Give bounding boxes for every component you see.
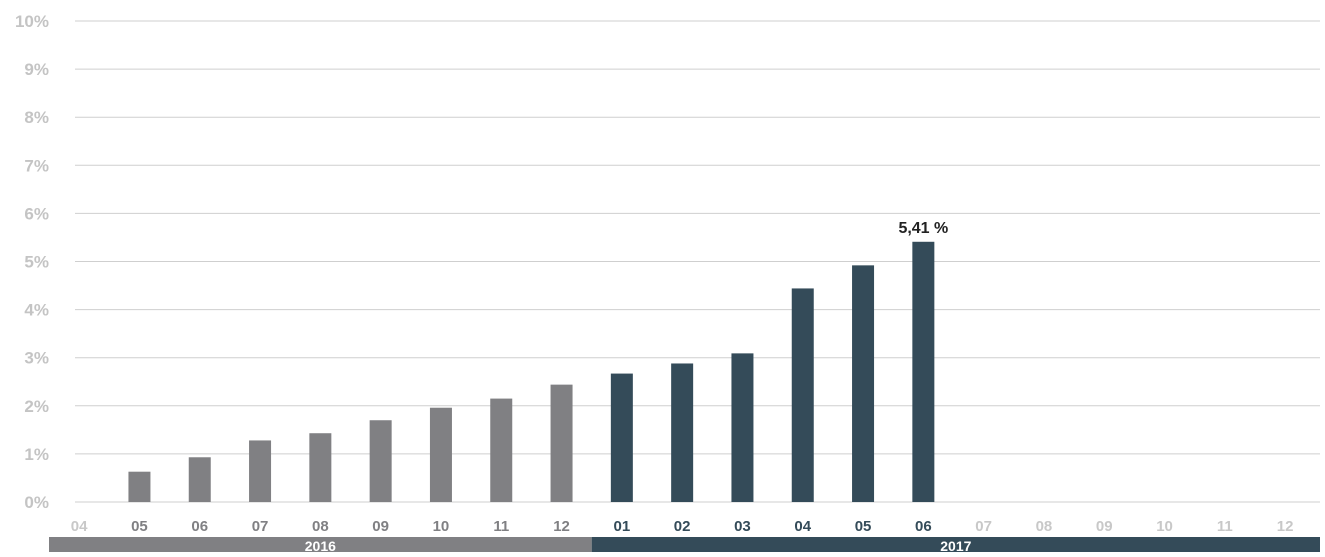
bar [912,241,935,503]
x-tick-label: 10 [1156,518,1173,535]
x-axis-ticks: 04 05 06 07 08 09 10 11 12 01 02 03 04 05 06 07 08 09 10 11… [71,518,1294,535]
bar [309,433,332,502]
y-tick-label: 2% [24,397,49,416]
bars [128,241,935,503]
x-tick-label: 05 [131,518,148,535]
bar [369,420,392,502]
y-tick-label: 6% [24,204,49,223]
year-band-label: 2017 [940,538,971,552]
x-tick-label: 07 [252,518,269,535]
bar [550,384,573,502]
bar [128,471,151,502]
bar [188,457,211,502]
data-label-highlight: 5,41 % [898,220,948,237]
x-tick-label: 05 [855,518,872,535]
bar [249,440,272,502]
x-tick-label: 06 [191,518,208,535]
y-tick-label: 0% [24,493,49,512]
y-tick-label: 5% [24,253,49,272]
y-tick-label: 10% [15,12,49,31]
y-axis-ticks: 0% 1% 2% 3% 4% 5% 6% 7% 8% 9% 10% [15,12,49,512]
x-tick-label: 03 [734,518,751,535]
y-tick-label: 4% [24,301,49,320]
y-tick-label: 3% [24,349,49,368]
x-tick-label: 09 [1096,518,1113,535]
y-tick-label: 8% [24,108,49,127]
bar [610,373,633,502]
bar [429,407,452,502]
bar [852,265,875,502]
year-band-2016 [49,537,592,552]
x-tick-label: 06 [915,518,932,535]
x-tick-label: 11 [493,518,509,535]
x-tick-label: 08 [312,518,329,535]
x-tick-label: 04 [71,518,88,535]
x-tick-label: 07 [975,518,992,535]
bar [731,353,754,502]
bar [490,398,513,502]
x-tick-label: 09 [372,518,389,535]
year-band-label: 2016 [305,538,336,552]
x-tick-label: 02 [674,518,691,535]
x-tick-label: 01 [614,518,631,535]
y-tick-label: 7% [24,156,49,175]
bar [791,288,814,502]
x-tick-label: 04 [794,518,811,535]
grid-lines [75,20,1320,503]
bar [671,363,694,502]
y-tick-label: 1% [24,445,49,464]
data-labels: 5,41 % [898,220,948,237]
x-tick-label: 08 [1036,518,1053,535]
year-band-2017 [591,537,1320,552]
x-tick-label: 10 [433,518,450,535]
x-tick-label: 11 [1217,518,1233,535]
y-tick-label: 9% [24,60,49,79]
x-tick-label: 12 [553,518,570,535]
year-bands: 2016 2017 [49,537,1320,554]
x-tick-label: 12 [1277,518,1294,535]
